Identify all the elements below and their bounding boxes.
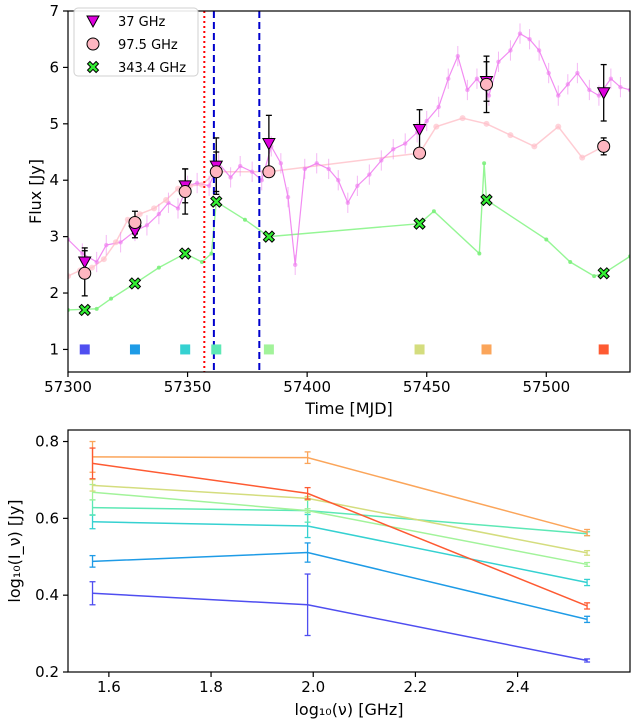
top-x-tick-label: 57300 (44, 378, 92, 396)
point-37-ghz (596, 87, 611, 100)
green-background-point (431, 209, 436, 214)
pink-background-point (88, 264, 95, 271)
pink-background-point (579, 154, 586, 161)
top-x-axis-label: Time [MJD] (304, 399, 393, 418)
epoch-marker (211, 344, 222, 355)
pink-background-point (151, 205, 158, 212)
bottom-y-axis-label: log₁₀(I_ν) [Jy] (5, 499, 25, 602)
epoch-marker (180, 344, 191, 355)
point-97-5-ghz (78, 266, 92, 280)
pink-background-point (112, 239, 119, 246)
point-97-5-ghz (178, 185, 192, 198)
pink-background-point (163, 196, 170, 203)
spectrum-series-5 (89, 483, 591, 568)
epoch-marker (414, 344, 425, 355)
point-97-5-ghz (209, 165, 223, 179)
point-97-5-ghz (128, 216, 142, 230)
legend-label-343-4-ghz: 343.4 GHz (118, 61, 186, 76)
legend-box (73, 7, 199, 77)
top-axes-frame (67, 10, 631, 373)
bottom-axes-frame (67, 429, 631, 673)
point-343-4-ghz (597, 267, 610, 280)
top-y-tick-label: 1 (49, 340, 59, 358)
bottom-x-tick-label: 2.2 (403, 678, 427, 696)
green-background-point (482, 161, 487, 166)
top-x-tick-label: 57350 (164, 378, 212, 396)
point-97-5-ghz (597, 139, 611, 153)
bottom-x-tick-label: 2.0 (301, 678, 325, 696)
point-343-4-ghz (178, 247, 192, 260)
bottom-x-axis-label: log₁₀(ν) [GHz] (294, 700, 403, 719)
bottom-x-tick-label: 1.8 (199, 678, 223, 696)
legend: 37 GHz 97.5 GHz 343.4 GHz (73, 7, 199, 77)
pink-background-point (555, 123, 562, 130)
legend-label-37-ghz: 37 GHz (118, 15, 166, 30)
bottom-y-tick-label: 0.6 (35, 509, 59, 527)
pink-background-point (100, 256, 107, 263)
point-37-ghz (412, 123, 427, 137)
bottom-x-tick-label: 2.4 (506, 678, 530, 696)
green-background-point (568, 260, 573, 265)
point-343-4-ghz (480, 193, 493, 207)
bottom-panel: 1.6 1.8 2.0 2.2 2.4 0.2 0.4 0.6 0.8 log₁₀(ν) [GHz… (5, 429, 631, 719)
top-y-tick-label: 5 (49, 115, 59, 133)
pink-background-point (507, 132, 514, 139)
pink-background-point (483, 120, 490, 127)
point-97-5-ghz (413, 146, 427, 160)
top-x-tick-label: 57500 (522, 378, 570, 396)
bottom-y-tick-label: 0.4 (35, 586, 59, 604)
bottom-y-tick-label: 0.2 (35, 663, 59, 681)
pink-background-point (459, 115, 466, 122)
top-y-tick-label: 2 (49, 284, 59, 302)
point-37-ghz (77, 256, 92, 270)
epoch-marker (481, 344, 492, 355)
top-x-tick-label: 57450 (403, 378, 451, 396)
top-y-tick-label: 7 (49, 2, 59, 20)
green-background-point (94, 306, 99, 311)
point-37-ghz (262, 138, 276, 151)
top-data-area (68, 11, 630, 372)
point-343-4-ghz (128, 277, 142, 290)
pink-background-point (136, 211, 143, 218)
pink-background-point (68, 273, 71, 280)
bottom-y-tick-label: 0.8 (35, 433, 59, 451)
epoch-marker (79, 344, 90, 355)
pink-background-point (433, 123, 440, 130)
spectrum-series-8 (89, 447, 591, 610)
epoch-marker (129, 344, 140, 355)
green-background-point (109, 296, 114, 301)
spectrum-series-1 (89, 573, 591, 663)
legend-marker-97-5-ghz (86, 37, 100, 51)
epoch-marker (263, 344, 274, 355)
top-y-tick-label: 4 (49, 171, 59, 189)
green-background-point (156, 265, 161, 270)
green-background-point (592, 274, 597, 279)
point-343-4-ghz (78, 303, 91, 317)
pink-background-point (531, 143, 538, 150)
top-panel: 57300 57350 57400 57450 57500 1 2 3 4 5 6 7 Time [MJ… (26, 2, 631, 418)
spectrum-series-2 (89, 542, 591, 624)
green-background-point (199, 260, 204, 265)
point-343-4-ghz (262, 230, 276, 243)
green-background-point (477, 251, 482, 256)
green-background-point (209, 251, 214, 256)
point-343-4-ghz (413, 217, 426, 230)
top-y-tick-label: 6 (49, 58, 59, 76)
epoch-marker (598, 344, 609, 355)
point-343-4-ghz (210, 195, 223, 208)
legend-marker-343-4-ghz (86, 60, 100, 74)
point-97-5-ghz (262, 165, 276, 179)
legend-marker-37-ghz (86, 15, 100, 29)
green-background-point (544, 237, 549, 242)
legend-label-97-5-ghz: 97.5 GHz (118, 38, 178, 53)
point-97-5-ghz (480, 77, 494, 91)
top-y-axis-label: Flux [Jy] (26, 159, 45, 224)
green-background-point (242, 217, 247, 222)
top-x-tick-label: 57400 (283, 378, 331, 396)
bottom-x-tick-label: 1.6 (97, 678, 121, 696)
top-y-tick-label: 3 (49, 228, 59, 246)
